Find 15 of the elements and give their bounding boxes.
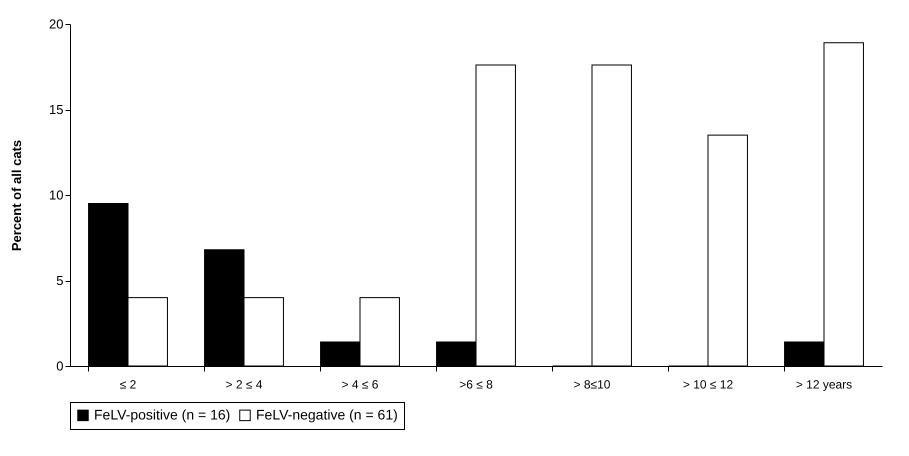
y-tick-label: 15 [49, 102, 64, 117]
y-tick-label: 0 [56, 358, 64, 374]
legend-label: FeLV-negative (n = 61) [256, 406, 398, 422]
y-tick-label: 20 [49, 16, 64, 32]
y-axis-title: Percent of all cats [9, 140, 24, 252]
x-tick-label: > 4 ≤ 6 [342, 378, 379, 392]
x-tick-label: ≤ 2 [120, 378, 137, 392]
y-tick-label: 10 [49, 188, 64, 202]
x-tick-label: > 2 ≤ 4 [226, 378, 263, 392]
x-tick-label: >6 ≤ 8 [459, 378, 494, 392]
x-tick-label: > 10 ≤ 12 [682, 378, 734, 392]
legend-label: FeLV-positive (n = 16) [94, 406, 230, 422]
x-tick-label: > 8≤10 [574, 378, 611, 392]
y-tick-label: 5 [56, 273, 64, 288]
x-tick-label: > 12 years [796, 378, 852, 392]
